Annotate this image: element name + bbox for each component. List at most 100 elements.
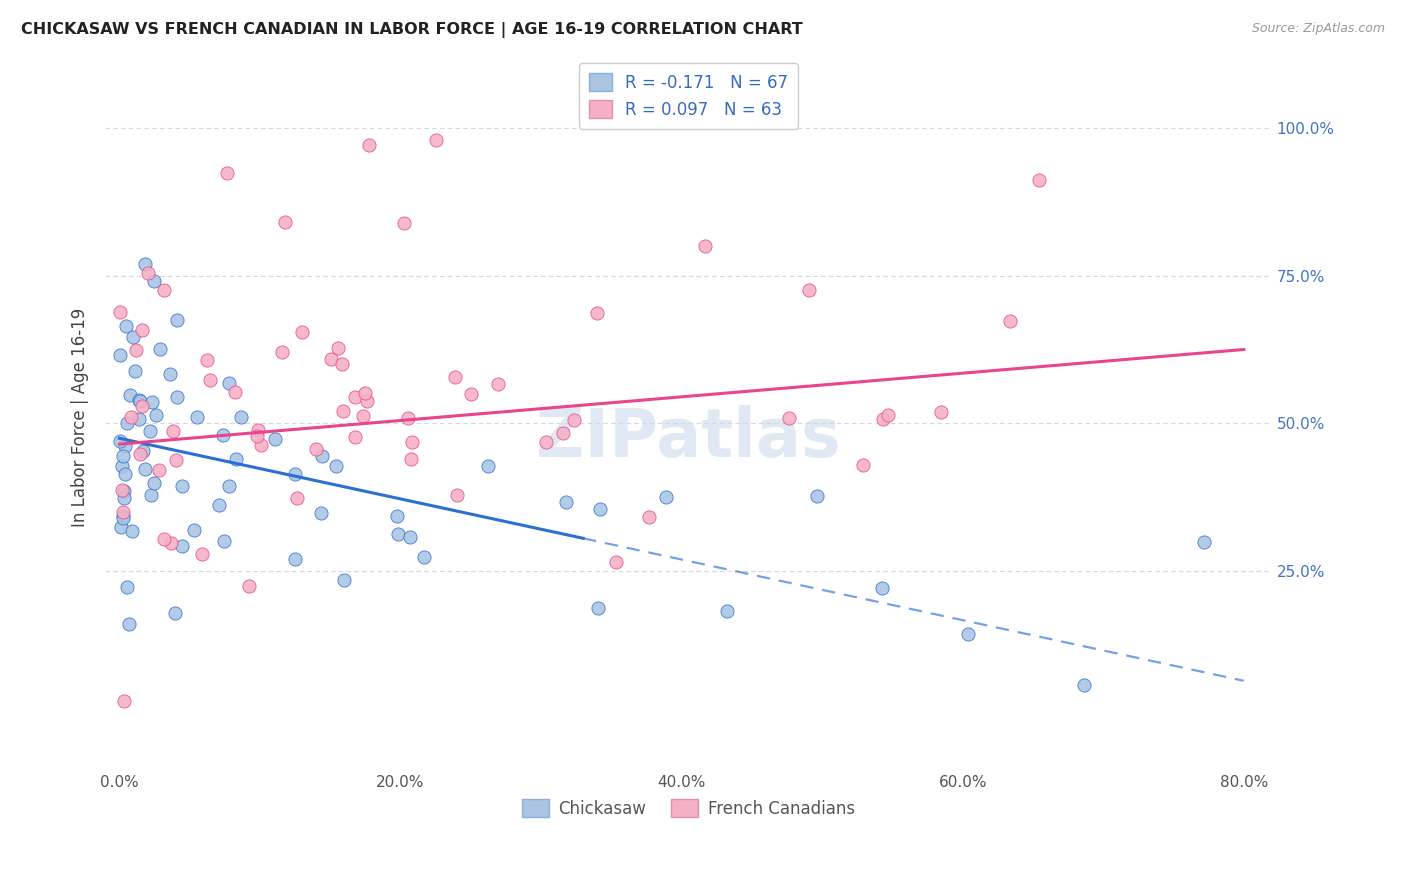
Point: [876, 408, 898, 422]
Point: [305, 442, 328, 456]
Point: [124, 364, 146, 378]
Point: [270, 344, 292, 359]
Point: [183, 523, 205, 537]
Point: [394, 216, 416, 230]
Point: [352, 409, 374, 423]
Point: [148, 463, 170, 477]
Point: [385, 509, 408, 524]
Point: [128, 392, 150, 407]
Point: [115, 318, 138, 333]
Point: [957, 626, 980, 640]
Y-axis label: In Labor Force | Age 16-19: In Labor Force | Age 16-19: [72, 308, 89, 527]
Point: [121, 330, 143, 344]
Text: Source: ZipAtlas.com: Source: ZipAtlas.com: [1251, 22, 1385, 36]
Point: [778, 410, 800, 425]
Point: [114, 467, 136, 482]
Point: [1331, 239, 1354, 253]
Point: [326, 341, 349, 355]
Point: [159, 367, 181, 381]
Point: [225, 452, 247, 467]
Point: [321, 352, 343, 367]
Point: [195, 353, 218, 368]
Point: [998, 314, 1021, 328]
Point: [1073, 678, 1095, 692]
Point: [198, 372, 221, 386]
Point: [134, 462, 156, 476]
Point: [108, 305, 131, 319]
Point: [120, 410, 142, 425]
Point: [359, 138, 381, 153]
Point: [115, 416, 138, 430]
Point: [160, 535, 183, 549]
Point: [112, 694, 135, 708]
Point: [586, 601, 609, 615]
Point: [486, 376, 509, 391]
Point: [139, 424, 162, 438]
Point: [249, 438, 271, 452]
Point: [148, 343, 170, 357]
Text: CHICKASAW VS FRENCH CANADIAN IN LABOR FORCE | AGE 16-19 CORRELATION CHART: CHICKASAW VS FRENCH CANADIAN IN LABOR FO…: [21, 22, 803, 38]
Point: [401, 434, 423, 449]
Point: [186, 409, 208, 424]
Point: [343, 429, 366, 443]
Point: [108, 348, 131, 362]
Point: [131, 323, 153, 337]
Point: [396, 410, 419, 425]
Point: [212, 428, 235, 442]
Point: [134, 257, 156, 271]
Point: [165, 453, 187, 467]
Text: ZIPatlas: ZIPatlas: [536, 406, 841, 472]
Point: [112, 484, 135, 499]
Point: [637, 509, 659, 524]
Point: [555, 494, 578, 508]
Point: [264, 432, 287, 446]
Point: [585, 306, 607, 320]
Point: [1194, 535, 1216, 549]
Point: [284, 467, 307, 481]
Point: [413, 549, 436, 564]
Point: [399, 530, 422, 544]
Point: [172, 479, 194, 493]
Point: [870, 581, 893, 595]
Point: [170, 539, 193, 553]
Point: [112, 491, 135, 505]
Point: [309, 506, 332, 520]
Point: [152, 283, 174, 297]
Point: [852, 458, 875, 473]
Point: [562, 412, 585, 426]
Point: [143, 275, 166, 289]
Point: [111, 458, 134, 473]
Point: [214, 534, 236, 549]
Point: [333, 573, 356, 587]
Point: [111, 508, 134, 523]
Point: [141, 488, 163, 502]
Point: [132, 444, 155, 458]
Point: [330, 357, 353, 371]
Point: [553, 425, 575, 440]
Point: [191, 547, 214, 561]
Point: [291, 325, 314, 339]
Point: [162, 424, 184, 438]
Point: [129, 447, 152, 461]
Point: [929, 404, 952, 418]
Point: [136, 266, 159, 280]
Point: [111, 510, 134, 524]
Point: [806, 489, 828, 503]
Point: [224, 384, 246, 399]
Point: [128, 411, 150, 425]
Point: [112, 450, 135, 464]
Point: [141, 395, 163, 409]
Point: [332, 404, 354, 418]
Point: [218, 376, 240, 391]
Point: [285, 491, 308, 506]
Point: [215, 166, 238, 180]
Point: [112, 505, 135, 519]
Point: [872, 412, 894, 426]
Point: [229, 410, 252, 425]
Point: [716, 604, 738, 618]
Point: [311, 449, 333, 463]
Point: [284, 552, 307, 566]
Point: [534, 435, 557, 450]
Point: [799, 283, 821, 297]
Point: [118, 616, 141, 631]
